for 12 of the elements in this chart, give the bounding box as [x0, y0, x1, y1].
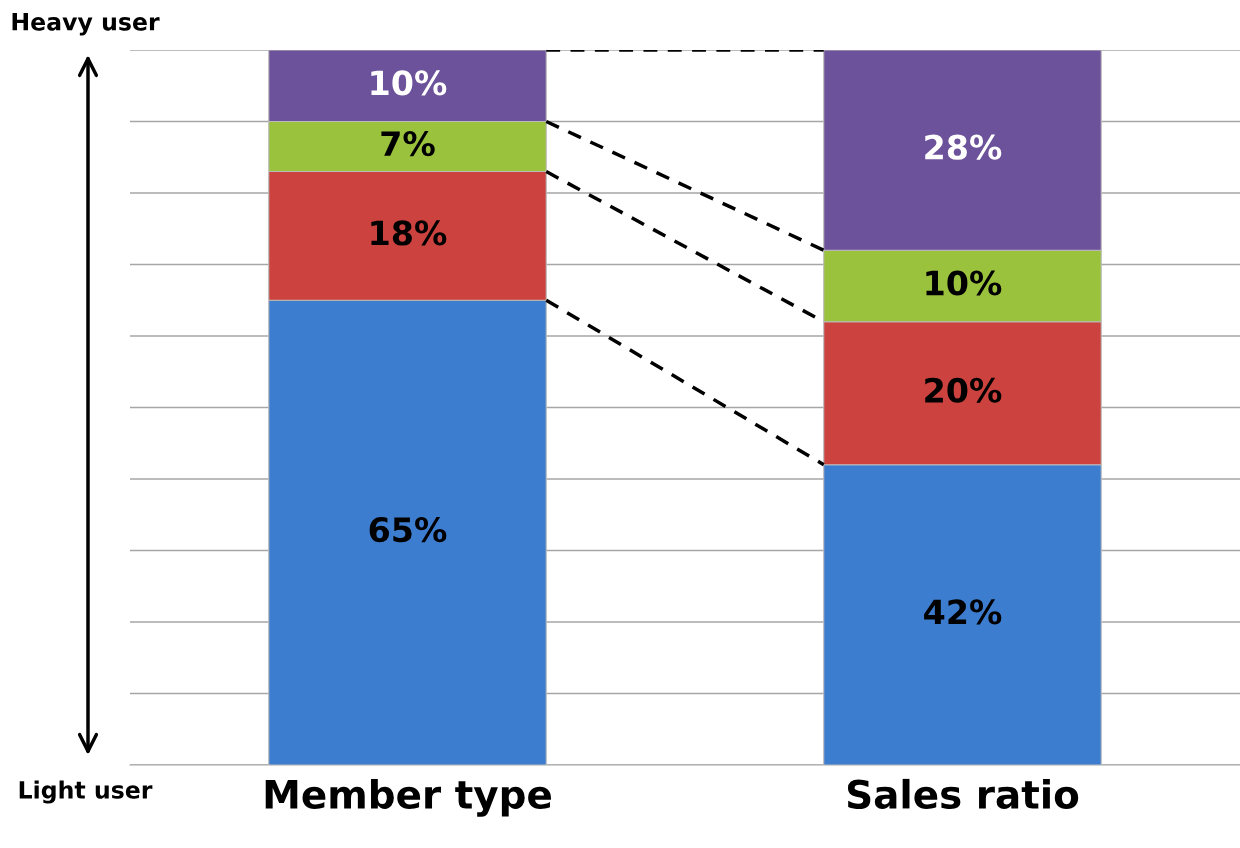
data-label: 7%: [381, 130, 435, 157]
text: Light user: [19, 780, 153, 804]
data-label: 65%: [369, 517, 447, 543]
x-tick-label: Sales ratio: [847, 778, 1079, 809]
data-label: 42%: [924, 599, 1002, 625]
x-tick-label: Member type: [265, 778, 551, 817]
data-label: 18%: [371, 220, 447, 246]
data-label: 28%: [925, 134, 1002, 160]
text: Heavy user: [12, 13, 160, 36]
data-label: 10%: [371, 70, 447, 96]
data-label: 20%: [925, 377, 1002, 403]
data-label: 10%: [926, 270, 1002, 296]
